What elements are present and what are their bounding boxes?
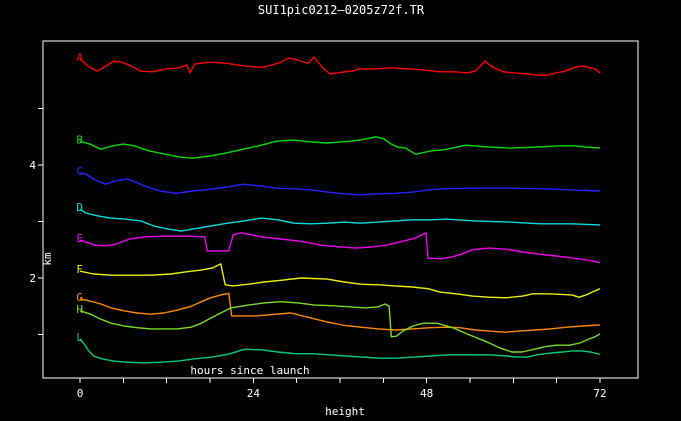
series-A-line xyxy=(79,56,601,76)
axis-ticks xyxy=(38,108,601,383)
series-F-label: F xyxy=(76,263,83,276)
series-G-label: G xyxy=(76,291,83,304)
series-D-line xyxy=(79,208,601,232)
series-B-line xyxy=(79,136,601,159)
y-axis-label: km xyxy=(41,252,54,266)
x-tick-label: 72 xyxy=(593,387,606,400)
y-tick-label: 2 xyxy=(29,272,36,285)
series-L-label: L xyxy=(76,331,83,344)
chart-title: SUI1pic0212—0205z72f.TR xyxy=(258,3,425,17)
series-F-line xyxy=(79,263,601,299)
x-tick-label: 0 xyxy=(77,387,84,400)
series-L-line xyxy=(79,338,601,364)
series-E-label: E xyxy=(76,232,83,245)
trace-letter-labels: A B C D E F GH L xyxy=(76,51,83,344)
series-H-line xyxy=(79,301,601,353)
series-E-line xyxy=(79,232,601,264)
series-D-label: D xyxy=(76,201,83,214)
series-H-label: H xyxy=(76,303,83,316)
x-axis-label: hours since launch xyxy=(190,364,309,377)
x-tick-label: 24 xyxy=(247,387,261,400)
series-B-label: B xyxy=(76,133,83,146)
y-tick-label: 4 xyxy=(29,159,36,172)
series-C-label: C xyxy=(76,165,83,178)
series-G-line xyxy=(79,292,601,333)
series-A-label: A xyxy=(76,51,83,64)
series-C-line xyxy=(79,172,601,196)
figure-bottom-label: height xyxy=(325,405,365,418)
x-tick-label: 48 xyxy=(420,387,433,400)
data-traces xyxy=(79,56,601,364)
